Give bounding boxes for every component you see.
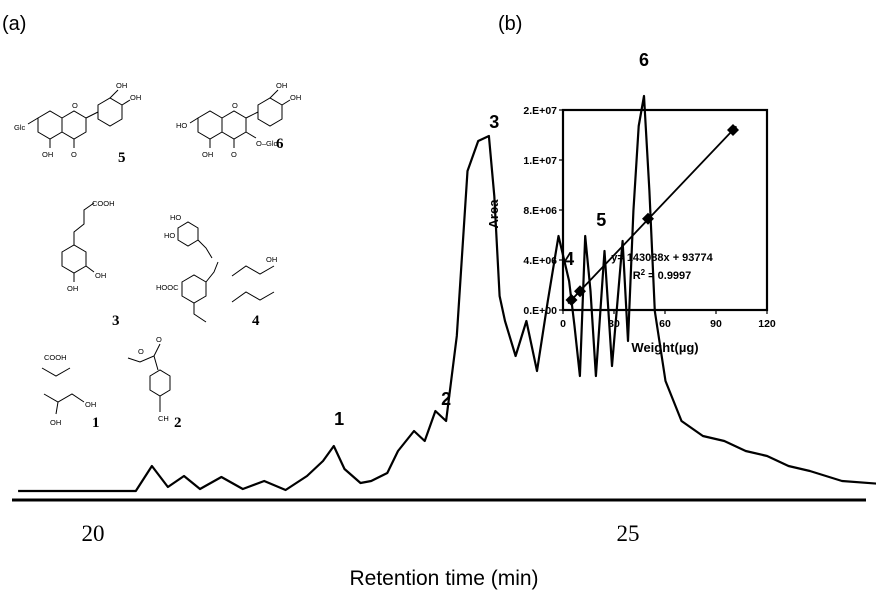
atom-label: COOH <box>92 199 115 208</box>
atom-label: OH <box>95 271 106 280</box>
calibration-y-tick-label: 4.E+06 <box>523 255 557 267</box>
structure-3: COOH OH OH 3 <box>61 199 120 329</box>
panel-a-label: (a) <box>2 13 26 35</box>
chromatogram-x-axis-label: Retention time (min) <box>349 567 538 590</box>
atom-label: CH <box>158 414 169 423</box>
compound-number-2: 2 <box>174 415 182 431</box>
atom-label: O–Glc <box>256 139 278 148</box>
structure-1: COOH OH OH 1 <box>41 353 100 431</box>
calibration-points <box>565 124 739 306</box>
peak-labels: 1 2 3 4 5 6 <box>334 50 649 429</box>
chromatogram-x-tick-labels: 202530 <box>82 521 640 546</box>
atom-label: HOOC <box>156 283 179 292</box>
r-squared-label: R <box>633 270 641 282</box>
atom-label: OH <box>266 255 277 264</box>
regression-line <box>567 125 738 305</box>
atom-label: OH <box>116 81 127 90</box>
peak-label-2: 2 <box>441 389 451 409</box>
atom-label: OH <box>85 400 96 409</box>
compound-number-5: 5 <box>118 150 126 166</box>
calibration-data-point <box>642 212 654 225</box>
calibration-y-tick-label: 0.E+00 <box>523 305 557 317</box>
atom-label: O <box>232 101 238 110</box>
r-squared-value: = 0.9997 <box>645 270 691 282</box>
calibration-x-tick-label: 120 <box>758 318 776 330</box>
atom-label: OH <box>276 81 287 90</box>
atom-label: O <box>156 335 162 344</box>
atom-label: O <box>138 347 144 356</box>
peak-label-5: 5 <box>596 210 606 230</box>
atom-label: HO <box>170 213 181 222</box>
calibration-y-tick-label: 8.E+06 <box>523 205 557 217</box>
calibration-y-tick-label: 1.E+07 <box>523 155 557 167</box>
structure-5: Glc O OH O OH OH 5 <box>14 81 141 166</box>
calibration-x-tick-label: 30 <box>608 318 620 330</box>
structure-2: O O CH 2 <box>127 335 182 431</box>
panel-b-label: (b) <box>498 13 522 35</box>
atom-label: O <box>71 150 77 159</box>
compound-number-1: 1 <box>92 415 100 431</box>
calibration-data-point <box>565 294 578 306</box>
calibration-data-point <box>574 285 586 298</box>
peak-label-4: 4 <box>564 249 574 269</box>
atom-label: O <box>72 101 78 110</box>
calibration-x-tick-label: 0 <box>560 318 566 330</box>
atom-label: OH <box>202 150 213 159</box>
calibration-ticks: 0 30 60 90 120 0.E+00 4.E+06 8.E+06 1.E+07 2.E+07 <box>523 105 775 330</box>
chromatogram-x-tick-label: 20 <box>82 521 105 546</box>
atom-label: HO <box>164 231 175 240</box>
regression-equation: y= 143088x + 93774 <box>611 252 713 264</box>
atom-label: OH <box>42 150 53 159</box>
calibration-x-tick-label: 90 <box>710 318 722 330</box>
structure-4: HO HO HOOC OH 4 <box>156 213 277 329</box>
atom-label: Glc <box>14 123 26 132</box>
calibration-x-tick-label: 60 <box>659 318 671 330</box>
compound-number-4: 4 <box>252 313 260 329</box>
calibration-x-axis-label: Weight(µg) <box>631 340 698 355</box>
atom-label: OH <box>67 284 78 293</box>
calibration-data-point <box>727 124 739 136</box>
atom-label: O <box>231 150 237 159</box>
r-squared: R2 = 0.9997 <box>633 268 692 282</box>
structure-6: HO O OH O O–Glc OH OH 6 <box>176 81 301 159</box>
peak-label-6: 6 <box>639 50 649 70</box>
atom-label: OH <box>290 93 301 102</box>
peak-label-1: 1 <box>334 409 344 429</box>
r-squared-superscript: 2 <box>641 268 646 277</box>
atom-label: OH <box>50 418 61 427</box>
compound-number-6: 6 <box>276 136 284 152</box>
chromatogram-x-tick-label: 25 <box>617 521 640 546</box>
chromatogram-trace <box>18 94 876 493</box>
peak-label-3: 3 <box>489 112 499 132</box>
atom-label: OH <box>130 93 141 102</box>
compound-number-3: 3 <box>112 313 120 329</box>
calibration-panel: 0 30 60 90 120 0.E+00 4.E+06 8.E+06 1.E+07 2.E+07… <box>486 105 776 355</box>
atom-label: COOH <box>44 353 67 362</box>
calibration-y-tick-label: 2.E+07 <box>523 105 557 117</box>
atom-label: HO <box>176 121 187 130</box>
calibration-y-axis-label: Area <box>486 199 501 229</box>
